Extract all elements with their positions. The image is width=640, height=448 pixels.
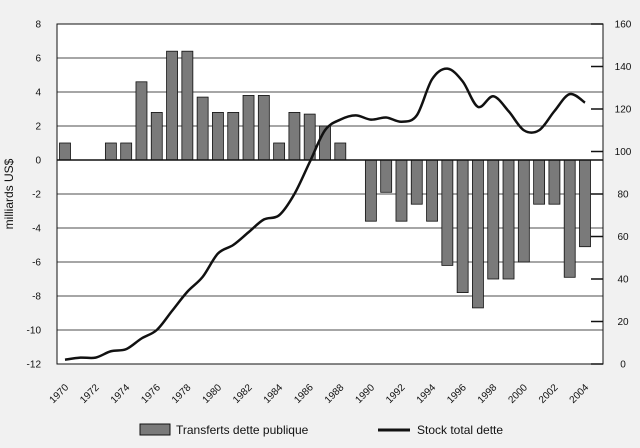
y-tick-label-left: 6: [35, 54, 41, 65]
y-tick-label-left: -4: [32, 224, 41, 235]
bar: [273, 142, 286, 161]
y-tick-label-right: 140: [615, 62, 632, 73]
bar: [181, 50, 194, 161]
bar: [150, 112, 163, 161]
x-tick-label: 1998: [476, 382, 500, 406]
y-tick-label-left: 2: [35, 122, 41, 133]
bar: [426, 159, 438, 222]
x-tick-label: 1986: [292, 382, 316, 406]
y-tick-label-left: -8: [32, 292, 41, 303]
x-tick-label: 2000: [506, 382, 530, 406]
y-tick-label-right: 60: [617, 232, 629, 243]
bar: [410, 159, 423, 205]
x-tick-label: 1982: [231, 382, 255, 406]
y-tick-label-left: 8: [35, 20, 41, 31]
bar: [334, 142, 347, 161]
x-tick-label: 1972: [78, 382, 102, 406]
x-tick-label: 1974: [109, 382, 133, 406]
y-tick-label-right: 100: [615, 147, 632, 158]
x-axis: 1970 1972 1974 1976 1978 1980 1982 1984 1986 1988…: [48, 382, 592, 406]
y-tick-label-right: 20: [617, 317, 629, 328]
x-tick-label: 1992: [384, 382, 408, 406]
left-axis: -12 -10 -8 -6 -4 -2 0 2 4 6 8: [27, 20, 42, 371]
y-tick-label-right: 160: [615, 20, 632, 31]
y-tick-label-left: -6: [32, 258, 41, 269]
x-tick-label: 2002: [537, 382, 561, 406]
bar: [548, 159, 561, 205]
bar: [502, 159, 515, 280]
bar: [517, 159, 530, 263]
x-tick-label: 1976: [139, 382, 163, 406]
y-tick-label-left: 4: [35, 88, 41, 99]
bar: [472, 159, 484, 309]
x-tick-label: 1988: [323, 382, 347, 406]
bar: [196, 96, 209, 161]
x-tick-label: 1980: [201, 382, 225, 406]
bar: [227, 112, 240, 161]
legend-label-line: Stock total dette: [417, 423, 503, 437]
bar: [441, 159, 454, 266]
y-tick-label-right: 120: [615, 105, 632, 116]
bar: [579, 159, 591, 248]
x-tick-label: 1994: [415, 382, 439, 406]
bar: [242, 95, 255, 161]
bar: [533, 159, 546, 205]
bar: [257, 95, 270, 161]
bar: [364, 159, 377, 222]
legend-swatch-bars: [139, 423, 171, 436]
y-tick-label-right: 40: [617, 275, 629, 286]
right-axis: 0 20 40 60 80 100 120 140 160: [591, 20, 632, 371]
x-tick-label: 2004: [568, 382, 592, 406]
x-tick-label: 1978: [170, 382, 194, 406]
y-tick-label-left: -10: [27, 326, 42, 337]
bar-series: [59, 50, 591, 309]
bar: [288, 112, 301, 161]
bar: [487, 159, 500, 280]
bar: [104, 142, 117, 161]
y-axis-label: milliards US$: [2, 158, 16, 229]
legend-label-bars: Transferts dette publique: [176, 423, 309, 437]
x-tick-label: 1984: [262, 382, 286, 406]
y-tick-label-left: -12: [27, 360, 42, 371]
bar: [456, 159, 469, 294]
y-tick-label-left: -2: [32, 190, 41, 201]
y-tick-label-right: 80: [617, 190, 629, 201]
bar: [380, 159, 393, 193]
bar: [59, 142, 71, 161]
bar: [563, 159, 576, 278]
x-tick-label: 1996: [445, 382, 469, 406]
x-tick-label: 1990: [353, 382, 377, 406]
bar: [395, 159, 408, 222]
bar: [212, 112, 224, 161]
legend: Transferts dette publique Stock total de…: [139, 423, 503, 437]
debt-stock-line: [64, 67, 586, 361]
y-tick-label-left: 0: [35, 156, 41, 167]
bar: [120, 142, 133, 161]
bar: [135, 81, 148, 161]
x-tick-label: 1970: [48, 382, 72, 406]
y-tick-label-right: 0: [620, 360, 626, 371]
bar: [166, 50, 178, 161]
